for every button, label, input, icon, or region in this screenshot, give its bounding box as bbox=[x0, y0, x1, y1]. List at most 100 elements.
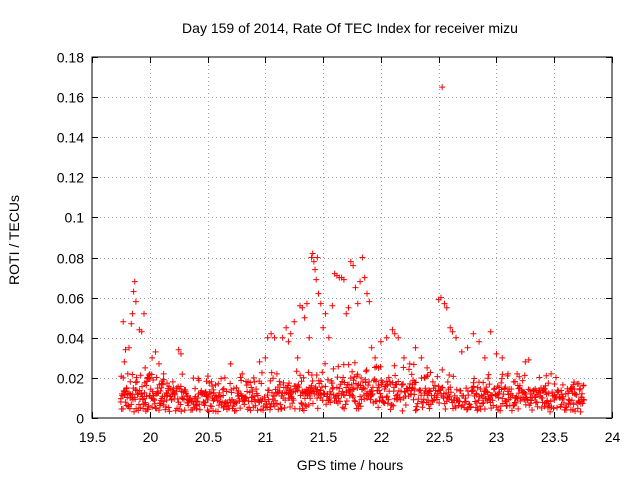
data-point bbox=[124, 370, 131, 377]
data-point bbox=[140, 405, 147, 412]
data-point bbox=[396, 394, 403, 401]
data-point bbox=[145, 402, 152, 409]
data-point bbox=[486, 396, 493, 403]
data-point bbox=[487, 328, 494, 335]
data-point bbox=[493, 404, 500, 411]
data-point bbox=[522, 390, 529, 397]
data-point bbox=[220, 385, 227, 392]
plot-frame bbox=[91, 56, 613, 419]
data-point bbox=[163, 380, 170, 387]
data-point bbox=[177, 350, 184, 357]
data-point bbox=[223, 388, 230, 395]
data-point bbox=[391, 362, 398, 369]
data-point bbox=[330, 365, 337, 372]
data-point bbox=[303, 300, 310, 307]
data-point bbox=[177, 383, 184, 390]
data-point bbox=[470, 383, 477, 390]
data-point bbox=[119, 405, 126, 412]
data-point bbox=[504, 372, 511, 379]
data-point bbox=[498, 375, 505, 382]
x-tick-label: 22 bbox=[374, 429, 390, 445]
data-point bbox=[453, 334, 459, 341]
data-point bbox=[373, 398, 380, 405]
data-point bbox=[412, 344, 419, 351]
data-point bbox=[570, 381, 577, 388]
data-point bbox=[417, 387, 424, 394]
data-point bbox=[463, 406, 470, 413]
data-point bbox=[146, 375, 153, 382]
data-point bbox=[143, 393, 150, 400]
data-point bbox=[349, 368, 356, 375]
data-point bbox=[300, 374, 307, 381]
data-point bbox=[214, 408, 221, 415]
data-point bbox=[254, 407, 261, 414]
data-point bbox=[300, 407, 307, 414]
data-point bbox=[464, 405, 471, 412]
data-point bbox=[278, 406, 285, 413]
data-point bbox=[490, 386, 497, 393]
data-point bbox=[143, 382, 150, 389]
data-point bbox=[319, 397, 326, 404]
data-point bbox=[153, 374, 160, 381]
data-point bbox=[329, 385, 336, 392]
y-tick-label: 0.16 bbox=[57, 90, 84, 106]
data-point bbox=[161, 393, 168, 400]
data-point bbox=[397, 396, 404, 403]
data-point bbox=[177, 401, 184, 408]
data-point bbox=[536, 374, 543, 381]
data-point bbox=[449, 328, 456, 335]
data-point bbox=[137, 405, 144, 412]
data-point bbox=[439, 384, 446, 391]
data-point bbox=[288, 389, 295, 396]
data-point bbox=[443, 304, 450, 311]
y-tick-label: 0.18 bbox=[57, 50, 84, 66]
data-point bbox=[282, 397, 289, 404]
data-point bbox=[142, 364, 149, 371]
data-point bbox=[539, 399, 546, 406]
data-point bbox=[145, 375, 152, 382]
x-tick-label: 20 bbox=[143, 429, 159, 445]
data-point bbox=[284, 382, 291, 389]
chart-title: Day 159 of 2014, Rate Of TEC Index for r… bbox=[182, 20, 518, 36]
data-point bbox=[522, 358, 529, 365]
data-point bbox=[286, 380, 293, 387]
data-point bbox=[435, 383, 442, 390]
data-point bbox=[500, 391, 507, 398]
data-point bbox=[156, 407, 163, 414]
data-point bbox=[441, 300, 448, 307]
data-point bbox=[377, 390, 384, 397]
data-point bbox=[266, 406, 273, 413]
data-point bbox=[277, 401, 284, 408]
data-point bbox=[320, 324, 327, 331]
data-point bbox=[122, 399, 129, 406]
data-point bbox=[361, 396, 368, 403]
data-point bbox=[154, 385, 161, 392]
data-point bbox=[427, 388, 434, 395]
data-point bbox=[498, 386, 505, 393]
data-point bbox=[276, 378, 283, 385]
data-point bbox=[481, 406, 488, 413]
x-tick-label: 19.5 bbox=[79, 429, 106, 445]
data-point bbox=[293, 368, 300, 375]
data-point bbox=[479, 400, 486, 407]
data-point bbox=[141, 389, 148, 396]
data-point bbox=[204, 407, 211, 414]
data-point bbox=[152, 348, 159, 355]
data-point bbox=[153, 405, 160, 412]
data-point bbox=[228, 389, 235, 396]
data-point bbox=[499, 371, 506, 378]
data-point bbox=[151, 400, 158, 407]
data-point bbox=[442, 406, 449, 413]
data-point bbox=[160, 398, 167, 405]
data-point bbox=[317, 378, 324, 385]
data-point bbox=[279, 334, 286, 341]
data-point bbox=[135, 401, 142, 408]
data-point bbox=[474, 407, 481, 414]
data-point bbox=[327, 399, 334, 406]
data-point bbox=[340, 374, 347, 381]
data-point bbox=[369, 384, 376, 391]
data-point bbox=[130, 288, 137, 295]
data-point bbox=[486, 381, 493, 388]
y-axis-label: ROTI / TECUs bbox=[6, 195, 22, 285]
data-point bbox=[575, 380, 582, 387]
